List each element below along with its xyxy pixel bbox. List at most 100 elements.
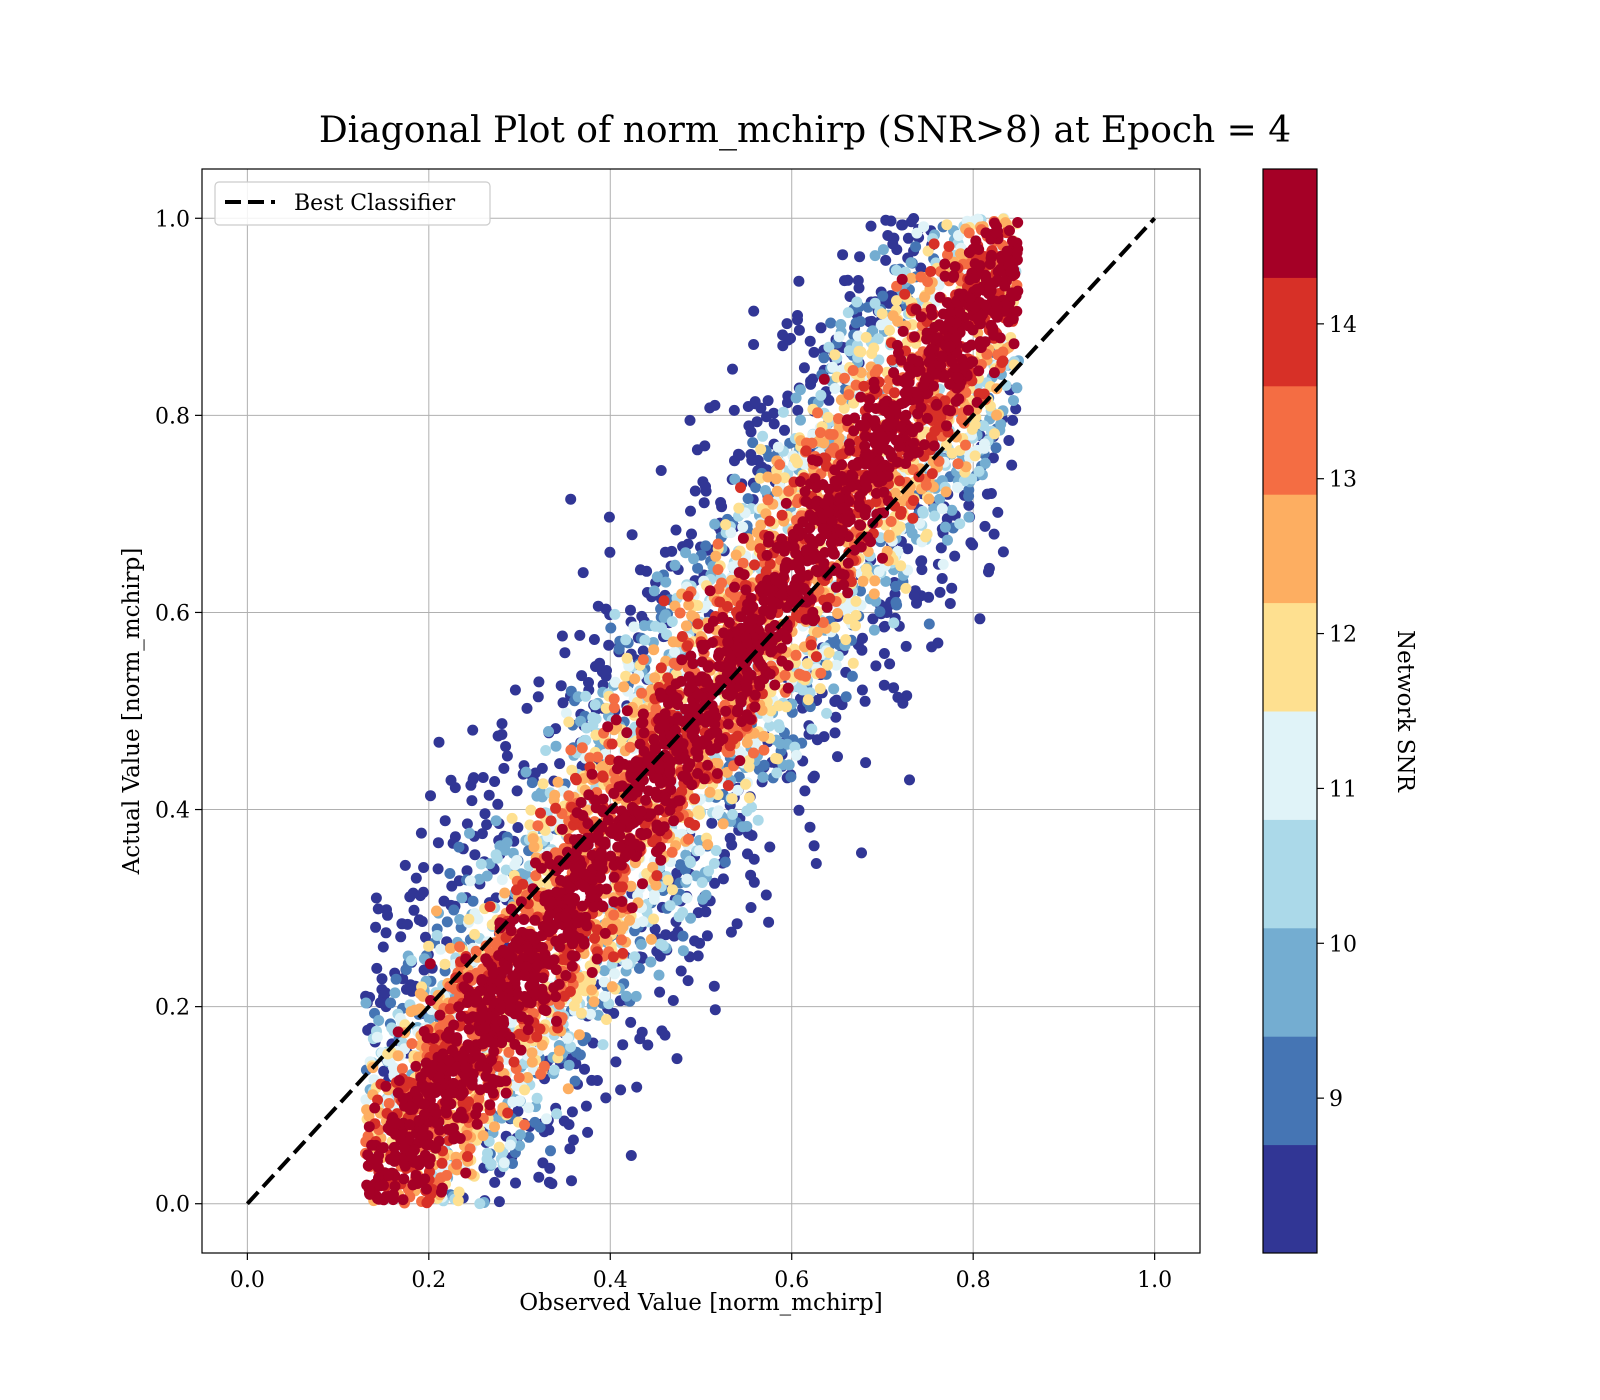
scatter-point xyxy=(973,465,985,477)
scatter-point xyxy=(741,805,753,817)
scatter-point xyxy=(500,741,512,752)
scatter-point xyxy=(527,833,539,845)
scatter-point xyxy=(565,1041,577,1053)
scatter-point xyxy=(454,941,466,953)
scatter-point xyxy=(709,1004,721,1016)
scatter-point xyxy=(882,230,894,241)
scatter-point xyxy=(621,705,633,717)
scatter-point xyxy=(680,547,692,559)
scatter-point xyxy=(872,364,884,376)
scatter-point xyxy=(473,873,485,885)
scatter-point xyxy=(580,1100,592,1112)
scatter-point xyxy=(406,985,418,997)
scatter-point xyxy=(555,680,567,692)
scatter-point xyxy=(451,1158,463,1170)
scatter-point xyxy=(531,1092,543,1104)
scatter-point xyxy=(489,776,501,787)
scatter-point xyxy=(726,839,738,851)
scatter-point xyxy=(492,798,504,810)
scatter-point xyxy=(382,909,393,921)
scatter-point xyxy=(777,406,789,418)
scatter-point xyxy=(731,918,743,930)
scatter-point xyxy=(807,373,819,385)
scatter-point xyxy=(617,947,629,959)
scatter-point xyxy=(830,659,842,671)
scatter-point xyxy=(564,1143,576,1155)
scatter-point xyxy=(700,481,711,492)
scatter-point xyxy=(926,641,938,653)
scatter-point xyxy=(636,1026,648,1038)
scatter-point xyxy=(952,458,964,470)
scatter-point xyxy=(626,902,638,914)
scatter-point xyxy=(677,930,689,942)
scatter-point xyxy=(822,411,834,423)
scatter-point xyxy=(939,258,951,270)
scatter-point xyxy=(979,520,991,532)
scatter-point xyxy=(603,511,615,523)
scatter-point xyxy=(625,1150,637,1161)
scatter-point xyxy=(376,973,388,985)
scatter-point xyxy=(645,956,657,968)
scatter-point xyxy=(781,701,792,713)
scatter-point xyxy=(461,818,473,830)
scatter-point xyxy=(637,654,649,666)
scatter-point xyxy=(829,727,841,739)
scatter-point xyxy=(629,673,641,685)
scatter-point xyxy=(793,275,805,287)
scatter-point xyxy=(943,241,955,252)
scatter-point xyxy=(682,538,694,550)
scatter-point xyxy=(471,1118,483,1130)
scatter-point xyxy=(624,741,636,753)
scatter-point xyxy=(865,220,877,232)
scatter-point xyxy=(880,254,892,266)
scatter-point xyxy=(770,473,782,485)
scatter-point xyxy=(563,1059,575,1071)
scatter-point xyxy=(676,785,688,797)
scatter-point xyxy=(815,322,827,334)
plot-area xyxy=(201,168,1201,1254)
scatter-point xyxy=(772,753,784,765)
scatter-point xyxy=(746,454,758,466)
scatter-point xyxy=(779,669,791,681)
scatter-point xyxy=(908,495,919,506)
scatter-point xyxy=(403,1076,415,1088)
scatter-point xyxy=(658,595,670,607)
scatter-point xyxy=(636,610,648,622)
scatter-point xyxy=(648,644,660,656)
scatter-point xyxy=(815,389,827,401)
scatter-point xyxy=(579,1063,590,1075)
scatter-point xyxy=(708,980,720,992)
scatter-point xyxy=(981,488,993,500)
scatter-point xyxy=(774,738,786,750)
scatter-point xyxy=(745,902,757,913)
scatter-point xyxy=(642,1039,654,1051)
scatter-point xyxy=(905,257,917,269)
scatter-point xyxy=(424,958,436,970)
scatter-point xyxy=(854,490,865,502)
scatter-point xyxy=(653,969,665,981)
scatter-point xyxy=(750,482,762,493)
scatter-point xyxy=(717,818,729,830)
scatter-point xyxy=(609,676,621,688)
scatter-point xyxy=(507,1158,518,1169)
scatter-point xyxy=(818,731,830,743)
scatter-point xyxy=(870,660,882,672)
scatter-point xyxy=(940,486,952,498)
scatter-point xyxy=(668,815,680,827)
scatter-point xyxy=(392,1026,404,1038)
scatter-point xyxy=(511,855,523,866)
scatter-point xyxy=(847,657,859,669)
scatter-point xyxy=(941,219,953,231)
scatter-point xyxy=(762,494,774,506)
scatter-point xyxy=(760,889,772,901)
scatter-point xyxy=(973,365,985,377)
scatter-point xyxy=(911,227,923,239)
scatter-point xyxy=(856,847,867,859)
scatter-point xyxy=(600,1092,612,1104)
scatter-point xyxy=(496,718,508,730)
scatter-point xyxy=(630,990,642,1002)
scatter-point xyxy=(408,904,420,916)
scatter-point xyxy=(660,609,671,621)
scatter-point xyxy=(812,407,824,419)
scatter-point xyxy=(682,590,694,602)
